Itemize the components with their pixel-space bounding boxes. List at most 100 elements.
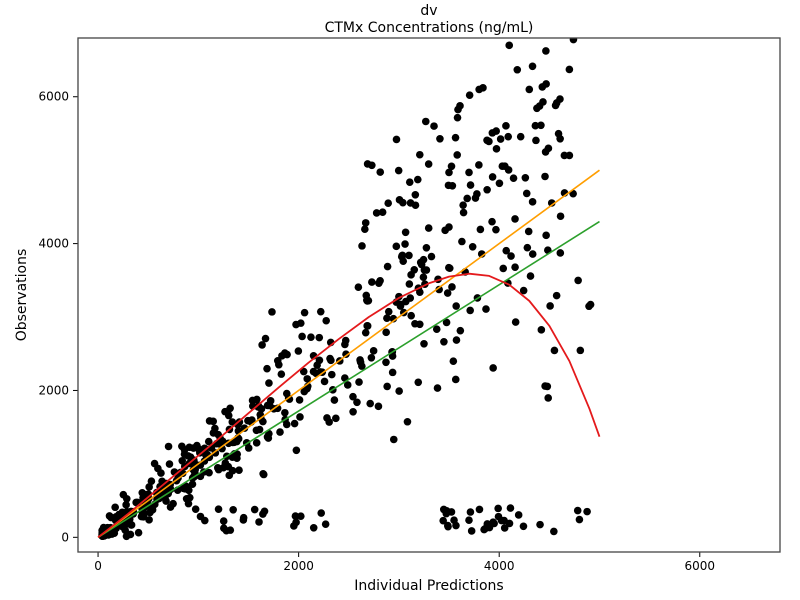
y-axis-label: Observations — [14, 249, 30, 342]
data-point — [355, 283, 363, 291]
data-point — [407, 312, 415, 320]
data-point — [414, 176, 422, 184]
data-point — [328, 371, 336, 379]
data-point — [445, 264, 453, 272]
data-point — [467, 181, 475, 189]
data-point — [541, 382, 549, 390]
data-point — [405, 252, 413, 260]
data-point — [298, 333, 306, 341]
data-point — [423, 244, 431, 252]
data-point — [186, 494, 194, 502]
data-point — [458, 238, 466, 246]
data-point — [553, 292, 561, 300]
data-point — [420, 340, 428, 348]
data-point — [577, 347, 585, 355]
data-point — [119, 523, 127, 531]
data-point — [586, 24, 594, 32]
data-point — [542, 148, 550, 156]
data-point — [453, 336, 461, 344]
data-point — [529, 250, 537, 258]
data-point — [476, 506, 484, 514]
data-point — [493, 145, 501, 153]
data-point — [140, 513, 148, 521]
data-point — [307, 333, 315, 341]
data-point — [251, 506, 259, 514]
data-point — [489, 129, 497, 137]
data-point — [574, 507, 582, 515]
data-point — [444, 523, 452, 531]
data-point — [469, 243, 477, 251]
data-point — [332, 415, 340, 423]
data-point — [473, 190, 481, 198]
data-point — [366, 400, 374, 408]
y-tick-label: 2000 — [38, 383, 69, 397]
data-point — [434, 384, 442, 392]
x-tick-label: 0 — [94, 559, 102, 573]
data-point — [512, 318, 520, 326]
x-tick-label: 4000 — [484, 559, 515, 573]
plot-title-upper: dv — [420, 3, 437, 19]
data-point — [167, 503, 175, 511]
data-point — [181, 450, 189, 458]
data-point — [454, 114, 462, 122]
data-point — [520, 522, 528, 530]
data-point — [450, 516, 458, 524]
data-point — [505, 166, 513, 174]
data-point — [443, 507, 451, 515]
data-point — [215, 505, 223, 513]
data-point — [406, 294, 414, 302]
data-point — [538, 83, 546, 91]
data-point — [310, 524, 318, 532]
data-point — [525, 228, 533, 236]
data-point — [393, 136, 401, 144]
data-point — [407, 271, 415, 279]
data-point — [452, 376, 460, 384]
data-point — [453, 151, 461, 159]
data-point — [262, 335, 270, 343]
data-point — [365, 297, 373, 305]
data-point — [492, 226, 500, 234]
data-point — [483, 136, 491, 144]
data-point — [463, 195, 471, 203]
data-point — [283, 390, 291, 398]
data-point — [488, 218, 496, 226]
data-point — [384, 263, 392, 271]
data-point — [353, 399, 361, 407]
data-point — [412, 201, 420, 209]
data-point — [235, 466, 243, 474]
data-point — [192, 505, 200, 513]
x-tick-label: 2000 — [283, 559, 314, 573]
x-tick-label: 6000 — [684, 559, 715, 573]
data-point — [383, 314, 391, 322]
data-point — [267, 397, 275, 405]
data-point — [245, 444, 253, 452]
data-point — [511, 263, 519, 271]
data-point — [532, 122, 540, 130]
data-point — [529, 198, 537, 206]
data-point — [475, 86, 483, 94]
data-point — [529, 62, 537, 70]
data-point — [523, 190, 531, 198]
data-point — [436, 135, 444, 143]
data-point — [576, 516, 584, 524]
data-point — [570, 36, 578, 44]
data-point — [317, 509, 325, 517]
data-point — [395, 387, 403, 395]
data-point — [368, 162, 376, 170]
data-point — [496, 179, 504, 187]
scatter-plot: 02000400060000200040006000Individual Pre… — [0, 0, 800, 600]
data-point — [389, 369, 397, 377]
data-point — [382, 358, 390, 366]
data-point — [466, 307, 474, 315]
data-point — [544, 394, 552, 402]
data-point — [440, 338, 448, 346]
data-point — [430, 122, 438, 130]
data-point — [317, 308, 325, 316]
data-point — [428, 253, 436, 261]
data-point — [497, 135, 505, 143]
data-point — [363, 322, 371, 330]
data-point — [401, 240, 409, 248]
data-point — [452, 134, 460, 142]
data-point — [275, 361, 283, 369]
data-point — [494, 505, 502, 513]
